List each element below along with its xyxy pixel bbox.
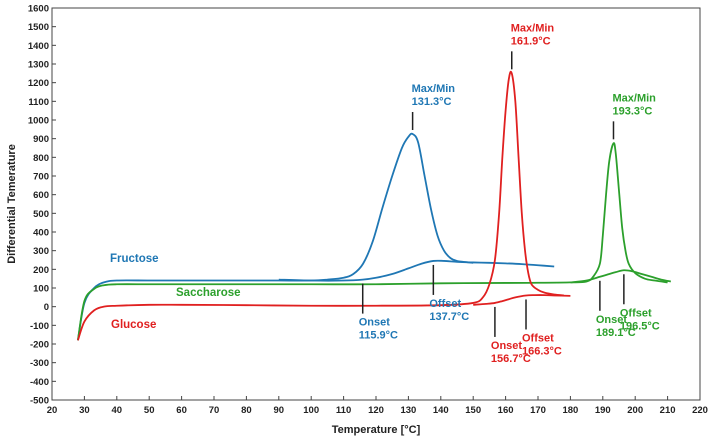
x-tick-label: 130 [400, 405, 416, 416]
fructose-line [77, 132, 474, 341]
x-tick-label: 200 [627, 405, 643, 416]
x-tick-label: 40 [112, 405, 123, 416]
glucose-series-label: Glucose [111, 319, 156, 331]
annotation-value: 166.3°C [522, 345, 562, 357]
series-layer [77, 70, 672, 341]
y-axis: -500 -400 -300 -200 -100 0 100 200 300 400 500 600 7… [28, 4, 56, 407]
annotation-label: Onset [596, 314, 628, 326]
x-tick-label: 30 [79, 405, 90, 416]
annotation-value: 156.7°C [491, 353, 531, 365]
glucose-line [77, 70, 565, 341]
y-tick-label: 0 [44, 302, 49, 313]
y-tick-label: 500 [33, 209, 49, 220]
y-tick-label: 200 [33, 265, 49, 276]
y-tick-label: -500 [30, 396, 49, 407]
y-tick-label: 1000 [28, 116, 49, 127]
annotation-label: Offset [620, 307, 652, 319]
x-tick-label: 190 [595, 405, 611, 416]
x-axis: 20 30 40 50 60 70 80 90 100 110 120 130 140 150 160 170… [47, 396, 708, 416]
annotation-value: 161.9°C [511, 35, 551, 47]
x-tick-label: 90 [274, 405, 285, 416]
annotation-label: Onset [491, 340, 523, 352]
annotation-label: Max/Min [511, 22, 555, 34]
x-tick-label: 170 [530, 405, 546, 416]
y-tick-label: 600 [33, 190, 49, 201]
y-axis-title: Differential Temerature [6, 144, 18, 264]
x-axis-title: Temperature [°C] [332, 424, 421, 436]
y-tick-label: 100 [33, 284, 49, 295]
saccharose-reference-line [570, 269, 672, 284]
x-tick-label: 50 [144, 405, 155, 416]
annotation-label: Offset [522, 332, 554, 344]
y-tick-label: 1200 [28, 78, 49, 89]
x-tick-label: 20 [47, 405, 58, 416]
x-tick-label: 80 [241, 405, 252, 416]
y-tick-label: 1400 [28, 41, 49, 52]
annotation-value: 196.5°C [620, 320, 660, 332]
annotation-label: Max/Min [412, 83, 456, 95]
y-tick-label: -300 [30, 358, 49, 369]
annotation-value: 189.1°C [596, 327, 636, 339]
x-tick-label: 120 [368, 405, 384, 416]
y-tick-label: 1100 [28, 97, 49, 108]
y-tick-label: 800 [33, 153, 49, 164]
x-tick-label: 150 [465, 405, 481, 416]
y-tick-label: 1600 [28, 4, 49, 15]
annotation-value: 115.9°C [359, 330, 398, 342]
y-tick-label: 1500 [28, 22, 49, 33]
glucose-reference-line [473, 294, 571, 306]
x-tick-label: 220 [692, 405, 708, 416]
y-tick-label: 400 [33, 228, 49, 239]
annotation-layer: Max/Min131.3°COnset115.9°COffset137.7°CM… [359, 22, 660, 365]
x-tick-label: 70 [209, 405, 220, 416]
y-tick-label: 300 [33, 246, 49, 257]
x-tick-label: 210 [660, 405, 676, 416]
annotation-value: 193.3°C [612, 105, 652, 117]
x-tick-label: 60 [176, 405, 187, 416]
annotation-label: Onset [359, 317, 391, 329]
annotation-value: 131.3°C [412, 96, 452, 108]
x-tick-label: 180 [562, 405, 578, 416]
annotation-value: 137.7°C [429, 311, 469, 323]
y-tick-label: -400 [30, 377, 49, 388]
saccharose-series-label: Saccharose [176, 287, 241, 299]
y-tick-label: 1300 [28, 60, 49, 71]
annotation-label: Offset [429, 298, 461, 310]
x-tick-label: 140 [433, 405, 449, 416]
x-tick-label: 110 [336, 405, 351, 416]
fructose-series-label: Fructose [110, 253, 159, 265]
x-tick-label: 160 [498, 405, 514, 416]
annotation-label: Max/Min [612, 92, 656, 104]
y-tick-label: 900 [33, 134, 49, 145]
y-tick-label: -100 [30, 321, 49, 332]
y-tick-label: 700 [33, 172, 49, 183]
x-tick-label: 100 [303, 405, 319, 416]
y-tick-label: -200 [30, 340, 49, 351]
fructose-reference-line [278, 259, 555, 282]
